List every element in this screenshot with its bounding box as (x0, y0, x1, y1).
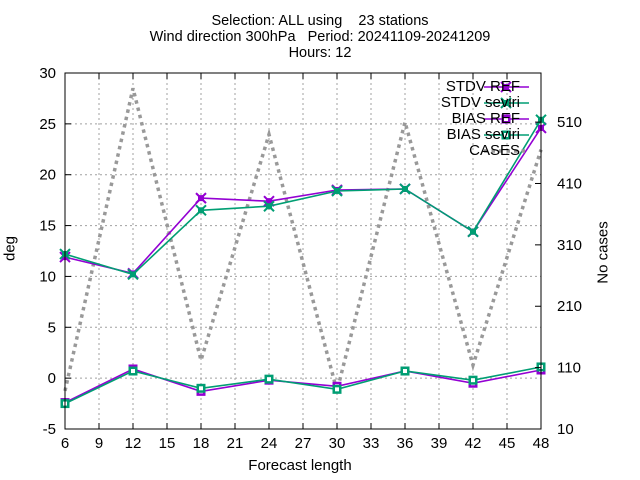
x-tick-label: 39 (431, 435, 448, 452)
legend-label-bias-seviri: BIAS seviri (446, 126, 520, 143)
legend-label-bias-ref: BIAS REF (451, 110, 520, 127)
x-tick-label: 18 (193, 435, 210, 452)
legend-marker-stdv-seviri-cross-b (500, 97, 512, 109)
tick-layer: 6 9 12 15 18 21 24 27 30 33 36 39 42 45 48-50510152025… (39, 65, 582, 452)
y2-tick-label: 210 (557, 298, 582, 315)
x-tick-label: 30 (329, 435, 346, 452)
data-point-bias-seviri-hole (267, 377, 271, 382)
data-point-stdv-seviri-cross-b (195, 204, 207, 217)
y2-axis-label: No cases (594, 221, 612, 284)
legend-label-stdv-ref: STDV REF (445, 78, 520, 95)
data-point-stdv-seviri-cross-b (331, 185, 343, 197)
chart-title-line-1: Selection: ALL using 23 stations (211, 13, 429, 29)
data-point-stdv-seviri-cross-b (263, 200, 275, 212)
series-line-bias-ref (64, 368, 542, 404)
data-point-bias-seviri-hole (335, 387, 339, 392)
series-line-bias-seviri (64, 366, 542, 405)
legend-marker-bias-ref-hole (504, 117, 508, 121)
y-axis-label: deg (1, 235, 19, 262)
y2-tick-label: 310 (557, 237, 582, 254)
x-tick-label: 33 (363, 435, 380, 452)
x-axis-label: Forecast length (248, 457, 352, 474)
legend-marker-bias-seviri-hole (504, 133, 508, 137)
x-tick-label: 27 (295, 435, 312, 452)
x-tick-label: 48 (533, 435, 550, 452)
chart-title-line-2: Wind direction 300hPa Period: 20241109-2… (149, 29, 491, 45)
y2-tick-label: 110 (557, 360, 581, 377)
y2-tick-label: 510 (557, 114, 582, 131)
y-tick-label: 0 (48, 370, 56, 387)
y-tick-label: 25 (39, 116, 56, 133)
y-tick-label: 20 (39, 167, 56, 184)
legend-marker-stdv-ref-cross-b (500, 81, 512, 93)
y2-tick-label: 410 (557, 175, 582, 192)
x-tick-label: 45 (499, 435, 516, 452)
y-tick-label: 10 (39, 268, 56, 285)
data-point-stdv-ref-cross-b (263, 195, 275, 207)
legend-label-stdv-seviri: STDV seviri (440, 94, 520, 111)
data-point-bias-seviri-hole (403, 369, 407, 374)
data-point-bias-seviri-hole (199, 386, 203, 391)
x-tick-label: 24 (261, 435, 278, 452)
y-tick-label: 15 (39, 218, 56, 235)
data-point-bias-seviri-hole (131, 369, 135, 374)
data-point-stdv-seviri-cross-b (127, 268, 139, 281)
y-tick-label: -5 (43, 421, 56, 438)
x-tick-label: 9 (95, 435, 103, 452)
data-point-stdv-seviri-cross-b (399, 183, 411, 195)
data-point-bias-seviri-hole (471, 378, 475, 383)
y-tick-label: 30 (39, 65, 56, 82)
x-tick-label: 15 (159, 435, 176, 452)
x-tick-label: 21 (227, 435, 244, 452)
legend-layer (484, 81, 529, 153)
x-tick-label: 12 (125, 435, 142, 452)
data-point-stdv-ref-cross-b (195, 192, 207, 204)
legend-label-cases: CASES (469, 142, 520, 159)
chart-title-line-3: Hours: 12 (288, 45, 352, 61)
x-tick-label: 6 (61, 435, 69, 452)
x-tick-label: 36 (397, 435, 414, 452)
series-line-stdv-seviri (64, 119, 542, 276)
data-point-stdv-seviri-cross-b (467, 225, 479, 238)
x-tick-label: 42 (465, 435, 482, 452)
y2-tick-label: 10 (557, 421, 574, 438)
y-tick-label: 5 (48, 319, 56, 336)
